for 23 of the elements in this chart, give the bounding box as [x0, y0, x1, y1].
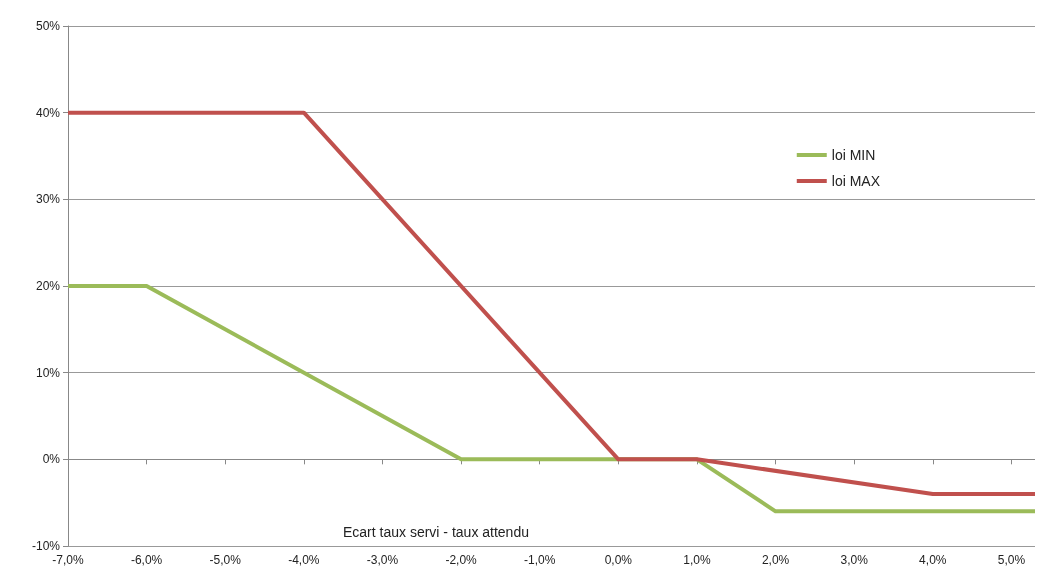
y-tick-label: 40% — [35, 105, 61, 120]
x-axis-title: Ecart taux servi - taux attendu — [343, 524, 529, 540]
x-tick-label: 0,0% — [604, 553, 633, 567]
y-tick-label: 0% — [42, 452, 61, 467]
y-tick-label: 10% — [35, 365, 61, 380]
y-tick-label: -10% — [31, 539, 61, 553]
x-tick-label: -6,0% — [130, 553, 163, 567]
x-tick-label: -1,0% — [524, 553, 556, 567]
legend-label: loi MIN — [831, 147, 876, 163]
x-tick-label: -5,0% — [209, 553, 242, 567]
x-tick-label: 3,0% — [840, 553, 869, 567]
x-tick-label: -2,0% — [445, 553, 478, 567]
x-tick-label: -3,0% — [366, 553, 399, 567]
x-tick-label: 2,0% — [761, 553, 790, 567]
y-tick-label: 50% — [35, 19, 61, 33]
x-tick-label: 5,0% — [997, 553, 1026, 567]
legend-label: loi MAX — [831, 173, 881, 189]
x-tick-label: 4,0% — [919, 553, 947, 567]
x-tick-label: -7,0% — [52, 553, 84, 567]
y-tick-label: 30% — [35, 192, 61, 207]
x-tick-label: 1,0% — [683, 553, 711, 567]
x-tick-label: -4,0% — [288, 553, 320, 567]
y-tick-label: 20% — [35, 279, 61, 293]
